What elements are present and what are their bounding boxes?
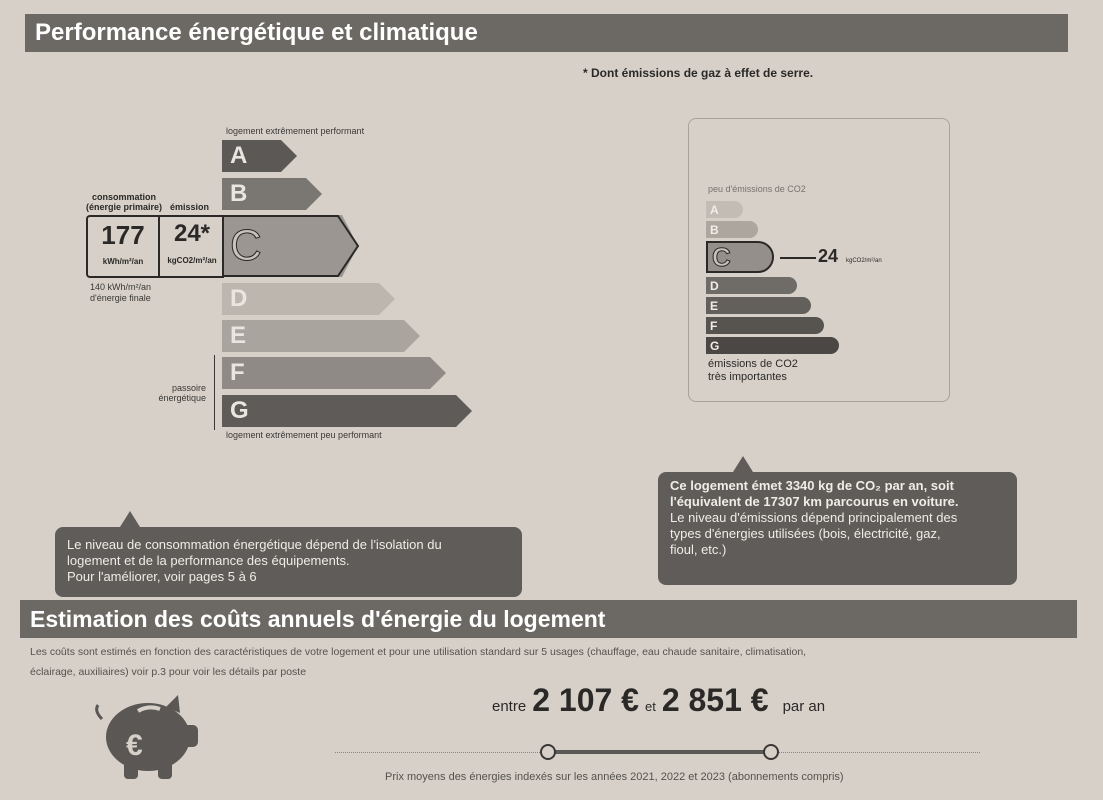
co2-value: 24 <box>818 246 839 266</box>
energy-bottom-label: logement extrêmement peu performant <box>226 430 382 440</box>
energy-top-label: logement extrêmement performant <box>226 126 365 136</box>
svg-text:€: € <box>126 729 143 762</box>
range-min-handle <box>540 744 556 760</box>
energy-class-d: D <box>222 283 395 315</box>
energy-class-e: E <box>222 320 420 352</box>
value-box: 177 kWh/m²/an 24* kgCO2/m²/an <box>86 215 224 278</box>
callout-text: Ce logement émet 3340 kg de CO₂ par an, … <box>670 478 954 493</box>
callout-text: logement et de la performance des équipe… <box>67 553 350 568</box>
co2-bottom-label-1: émissions de CO2 <box>708 358 798 370</box>
callout-text: types d'énergies utilisées (bois, électr… <box>670 526 941 541</box>
between-label: entre <box>492 698 527 715</box>
co2-class-d: D <box>706 277 797 294</box>
consumption-value: 177 <box>101 220 145 250</box>
footnote: * Dont émissions de gaz à effet de serre… <box>583 66 814 80</box>
range-max-handle <box>763 744 779 760</box>
final-energy: 140 kWh/m²/an <box>90 282 152 292</box>
energy-class-a: A <box>222 140 297 172</box>
cost-min: 2 107 € <box>532 682 639 718</box>
callout-text: fioul, etc.) <box>670 542 727 557</box>
co2-bottom-label-2: très importantes <box>708 371 787 383</box>
cost-description-1: Les coûts sont estimés en fonction des c… <box>30 646 807 658</box>
current-class-outline <box>222 215 362 286</box>
co2-class-e: E <box>706 297 811 314</box>
callout-text: Pour l'améliorer, voir pages 5 à 6 <box>67 569 257 584</box>
price-footnote: Prix moyens des énergies indexés sur les… <box>385 771 844 783</box>
co2-class-g: G <box>706 337 839 354</box>
energy-class-b: B <box>222 178 322 210</box>
co2-box <box>688 118 950 402</box>
emission-label: émission <box>170 202 210 212</box>
range-bar <box>548 750 771 754</box>
co2-unit: kgCO2/m²/an <box>846 258 882 264</box>
callout-text: Le niveau d'émissions dépend principalem… <box>670 510 958 525</box>
passoire-label: passoire énergétique <box>158 383 206 403</box>
energy-class-c: C <box>222 215 358 277</box>
per-year-label: par an <box>782 698 826 715</box>
emission-value: 24* <box>173 220 211 247</box>
callout-text: l'équivalent de 17307 km parcourus en vo… <box>670 494 959 509</box>
section-title-performance: Performance énergétique et climatique <box>25 14 1068 52</box>
co2-class-b: B <box>706 221 758 238</box>
piggy-bank-euro-icon: € <box>95 695 198 779</box>
callout-pointer <box>120 511 140 527</box>
consumption-unit: kWh/m²/an <box>102 257 144 266</box>
cost-max: 2 851 € <box>661 682 769 718</box>
cost-range: entre 2 107 € et 2 851 € par an <box>492 682 825 719</box>
callout-pointer <box>733 456 753 472</box>
co2-class-a: A <box>706 201 743 218</box>
co2-top-label: peu d'émissions de CO2 <box>708 184 806 194</box>
passoire-divider <box>214 355 215 430</box>
and-label: et <box>644 699 656 714</box>
energy-class-f: F <box>222 357 446 389</box>
section-title-costs: Estimation des coûts annuels d'énergie d… <box>20 600 1077 638</box>
callout-emissions: Ce logement émet 3340 kg de CO₂ par an, … <box>658 472 1017 585</box>
final-energy-label: d'énergie finale <box>90 293 151 303</box>
callout-text: Le niveau de consommation énergétique dé… <box>67 537 442 552</box>
co2-class-c: C <box>706 241 774 273</box>
emission-unit: kgCO2/m²/an <box>167 256 217 265</box>
consumption-label: consommation (énergie primaire) <box>86 192 163 212</box>
callout-consumption: Le niveau de consommation énergétique dé… <box>55 527 522 597</box>
cost-description-2: éclairage, auxiliaires) voir p.3 pour vo… <box>30 666 307 678</box>
co2-leader-line <box>780 257 816 259</box>
co2-class-f: F <box>706 317 824 334</box>
energy-class-g: G <box>222 395 472 427</box>
